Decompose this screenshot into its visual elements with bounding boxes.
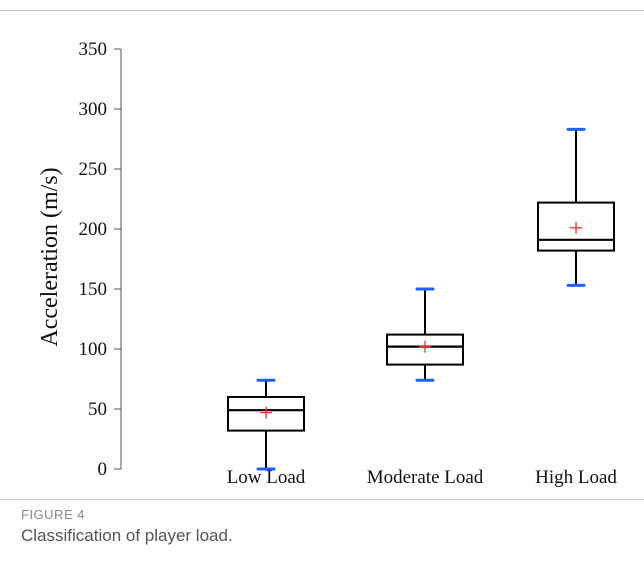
y-tick-label: 250 — [79, 159, 108, 180]
y-tick-label: 50 — [88, 399, 107, 420]
figure-label: FIGURE 4 — [21, 507, 85, 522]
category-labels: Low Load Moderate Load High Load — [227, 467, 618, 488]
figure-caption: Classification of player load. — [21, 526, 233, 545]
y-axis-title: Acceleration (m/s) — [37, 167, 63, 346]
box-plot-chart: 0 50 100 150 200 250 300 350 Acceleration (m/s)… — [37, 39, 618, 488]
iqr-box — [227, 396, 305, 432]
category-label: High Load — [535, 467, 617, 488]
y-tick-label: 300 — [79, 99, 108, 120]
y-tick-label: 200 — [79, 219, 108, 240]
box-moderate-load — [386, 287, 464, 382]
category-label: Moderate Load — [367, 467, 484, 488]
category-label: Low Load — [227, 467, 306, 488]
y-tick-label: 0 — [98, 459, 108, 480]
top-divider — [0, 10, 644, 11]
box-low-load — [227, 378, 305, 471]
iqr-box — [386, 333, 464, 366]
box-high-load — [537, 127, 615, 287]
caption-divider — [0, 499, 644, 500]
iqr-box — [537, 201, 615, 252]
box-series — [227, 127, 615, 471]
y-tick-label: 150 — [79, 279, 108, 300]
y-axis-ticks: 0 50 100 150 200 250 300 350 — [79, 39, 121, 480]
y-tick-label: 350 — [79, 39, 108, 60]
y-tick-label: 100 — [79, 339, 108, 360]
